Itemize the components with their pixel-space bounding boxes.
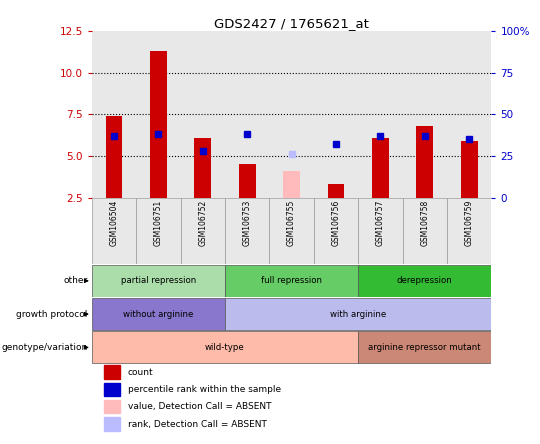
Text: without arginine: without arginine [123,309,193,319]
Bar [225,265,358,297]
Text: full repression: full repression [261,276,322,285]
Text: with arginine: with arginine [330,309,386,319]
Bar [180,31,225,198]
Text: partial repression: partial repression [121,276,196,285]
Bar [225,298,491,330]
Bar [358,31,403,198]
Bar [358,198,403,264]
Bar [328,184,345,198]
Bar [358,331,491,363]
Bar [225,198,269,264]
Bar [283,171,300,198]
Text: GSM106753: GSM106753 [242,199,252,246]
Text: value, Detection Call = ABSENT: value, Detection Call = ABSENT [128,402,271,411]
Bar [314,31,358,198]
Bar [92,265,225,297]
Bar [136,31,180,198]
Text: GSM106758: GSM106758 [420,199,429,246]
Bar [269,198,314,264]
Text: other: other [64,276,88,285]
Bar [461,141,478,198]
Bar [358,265,491,297]
Bar [416,126,433,198]
Bar [447,31,491,198]
Bar [180,198,225,264]
Bar [92,331,358,363]
Text: GSM106755: GSM106755 [287,199,296,246]
Bar [92,31,136,198]
Bar [150,51,167,198]
Text: GSM106756: GSM106756 [332,199,341,246]
Text: GSM106751: GSM106751 [154,199,163,246]
Bar [372,138,389,198]
Text: wild-type: wild-type [205,343,245,352]
Text: GSM106504: GSM106504 [110,199,118,246]
Bar [194,138,211,198]
Bar [104,365,120,379]
Text: count: count [128,368,153,377]
Text: growth protocol: growth protocol [16,309,88,319]
Bar [104,383,120,396]
Bar [225,31,269,198]
Text: arginine repressor mutant: arginine repressor mutant [368,343,481,352]
Bar [447,198,491,264]
Text: rank, Detection Call = ABSENT: rank, Detection Call = ABSENT [128,420,267,428]
Text: percentile rank within the sample: percentile rank within the sample [128,385,281,394]
Bar [105,116,123,198]
Title: GDS2427 / 1765621_at: GDS2427 / 1765621_at [214,17,369,30]
Text: GSM106757: GSM106757 [376,199,385,246]
Bar [92,298,225,330]
Bar [239,164,255,198]
Bar [403,198,447,264]
Bar [403,31,447,198]
Bar [104,417,120,431]
Bar [92,198,136,264]
Bar [269,31,314,198]
Text: genotype/variation: genotype/variation [2,343,88,352]
Bar [104,400,120,413]
Bar [314,198,358,264]
Text: GSM106752: GSM106752 [198,199,207,246]
Text: GSM106759: GSM106759 [465,199,474,246]
Text: derepression: derepression [397,276,453,285]
Bar [136,198,180,264]
